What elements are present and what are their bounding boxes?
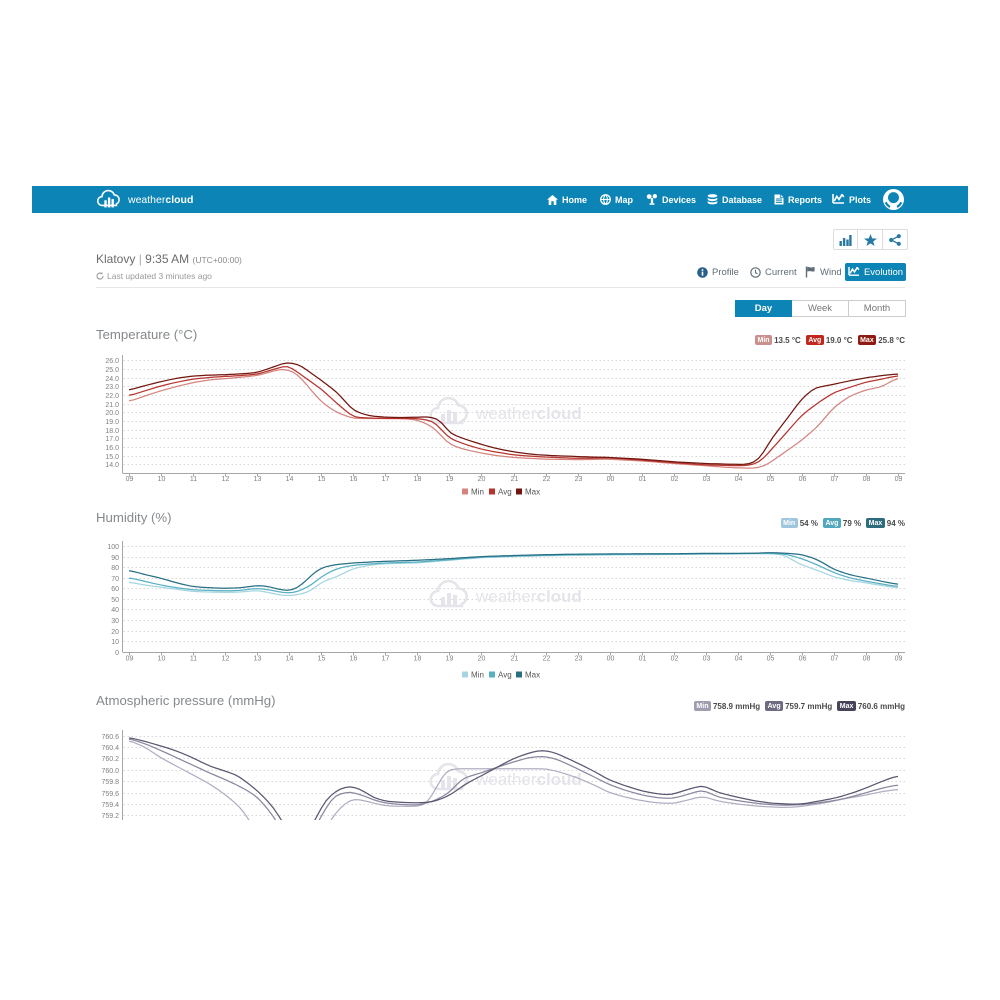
svg-text:05: 05 [767, 476, 775, 483]
svg-text:21.0: 21.0 [105, 402, 119, 409]
svg-text:70: 70 [111, 576, 119, 583]
svg-text:weathercloud: weathercloud [475, 404, 582, 423]
svg-text:0: 0 [115, 650, 119, 657]
svg-text:06: 06 [799, 656, 807, 663]
svg-text:18.0: 18.0 [105, 428, 119, 435]
svg-text:03: 03 [703, 476, 711, 483]
svg-text:16: 16 [350, 476, 358, 483]
svg-text:50: 50 [111, 597, 119, 604]
svg-text:13: 13 [254, 476, 262, 483]
svg-text:22: 22 [543, 476, 551, 483]
svg-text:11: 11 [190, 656, 197, 663]
svg-text:19.0: 19.0 [105, 419, 119, 426]
svg-text:760.4: 760.4 [101, 745, 119, 752]
svg-text:759.2: 759.2 [101, 813, 119, 820]
svg-text:02: 02 [671, 656, 679, 663]
svg-text:04: 04 [735, 476, 743, 483]
svg-text:Max: Max [525, 488, 540, 497]
svg-text:20: 20 [478, 656, 486, 663]
svg-text:18: 18 [414, 656, 422, 663]
svg-text:15: 15 [318, 476, 326, 483]
svg-text:10: 10 [158, 656, 166, 663]
svg-text:16.0: 16.0 [105, 445, 119, 452]
svg-text:19: 19 [446, 476, 454, 483]
svg-text:09: 09 [895, 656, 903, 663]
svg-text:07: 07 [831, 476, 839, 483]
svg-text:21: 21 [511, 656, 519, 663]
svg-text:23.0: 23.0 [105, 384, 119, 391]
svg-text:21: 21 [511, 476, 519, 483]
svg-text:12: 12 [222, 656, 230, 663]
svg-text:15: 15 [318, 656, 326, 663]
svg-text:Max: Max [525, 671, 540, 680]
svg-text:09: 09 [126, 656, 134, 663]
svg-text:11: 11 [190, 476, 197, 483]
svg-text:09: 09 [126, 476, 134, 483]
svg-text:01: 01 [639, 656, 647, 663]
svg-text:10: 10 [158, 476, 166, 483]
svg-text:Avg: Avg [498, 488, 512, 497]
svg-text:12: 12 [222, 476, 230, 483]
svg-text:14: 14 [286, 476, 294, 483]
svg-text:08: 08 [863, 476, 871, 483]
svg-text:759.8: 759.8 [101, 779, 119, 786]
svg-text:23: 23 [575, 476, 583, 483]
svg-text:Avg: Avg [498, 671, 512, 680]
svg-text:09: 09 [895, 476, 903, 483]
svg-text:02: 02 [671, 476, 679, 483]
svg-text:760.6: 760.6 [101, 734, 119, 741]
svg-text:Min: Min [471, 671, 484, 680]
svg-text:25.0: 25.0 [105, 367, 119, 374]
svg-text:80: 80 [111, 565, 119, 572]
svg-text:00: 00 [607, 656, 615, 663]
svg-text:04: 04 [735, 656, 743, 663]
svg-text:00: 00 [607, 476, 615, 483]
svg-text:90: 90 [111, 555, 119, 562]
svg-text:20: 20 [111, 629, 119, 636]
svg-text:18: 18 [414, 476, 422, 483]
svg-text:760.2: 760.2 [101, 756, 119, 763]
svg-text:01: 01 [639, 476, 647, 483]
svg-text:10: 10 [111, 639, 119, 646]
svg-text:15.0: 15.0 [105, 454, 119, 461]
svg-text:weathercloud: weathercloud [475, 587, 582, 606]
svg-text:23: 23 [575, 656, 583, 663]
svg-text:13: 13 [254, 656, 262, 663]
svg-text:17.0: 17.0 [105, 436, 119, 443]
svg-text:Min: Min [471, 488, 484, 497]
svg-text:14: 14 [286, 656, 294, 663]
svg-text:24.0: 24.0 [105, 376, 119, 383]
svg-text:60: 60 [111, 586, 119, 593]
svg-text:22: 22 [543, 656, 551, 663]
svg-text:17: 17 [382, 476, 390, 483]
svg-text:06: 06 [799, 476, 807, 483]
svg-text:19: 19 [446, 656, 454, 663]
svg-text:08: 08 [863, 656, 871, 663]
svg-text:20.0: 20.0 [105, 410, 119, 417]
svg-text:05: 05 [767, 656, 775, 663]
svg-text:22.0: 22.0 [105, 393, 119, 400]
svg-text:26.0: 26.0 [105, 358, 119, 365]
svg-text:30: 30 [111, 618, 119, 625]
svg-text:weathercloud: weathercloud [475, 770, 582, 789]
svg-text:14.0: 14.0 [105, 462, 119, 469]
svg-text:759.6: 759.6 [101, 791, 119, 798]
svg-text:16: 16 [350, 656, 358, 663]
svg-text:03: 03 [703, 656, 711, 663]
svg-text:760.0: 760.0 [101, 768, 119, 775]
svg-text:20: 20 [478, 476, 486, 483]
svg-text:07: 07 [831, 656, 839, 663]
svg-text:40: 40 [111, 607, 119, 614]
svg-text:17: 17 [382, 656, 390, 663]
svg-text:100: 100 [107, 544, 119, 551]
svg-text:759.4: 759.4 [101, 802, 119, 809]
